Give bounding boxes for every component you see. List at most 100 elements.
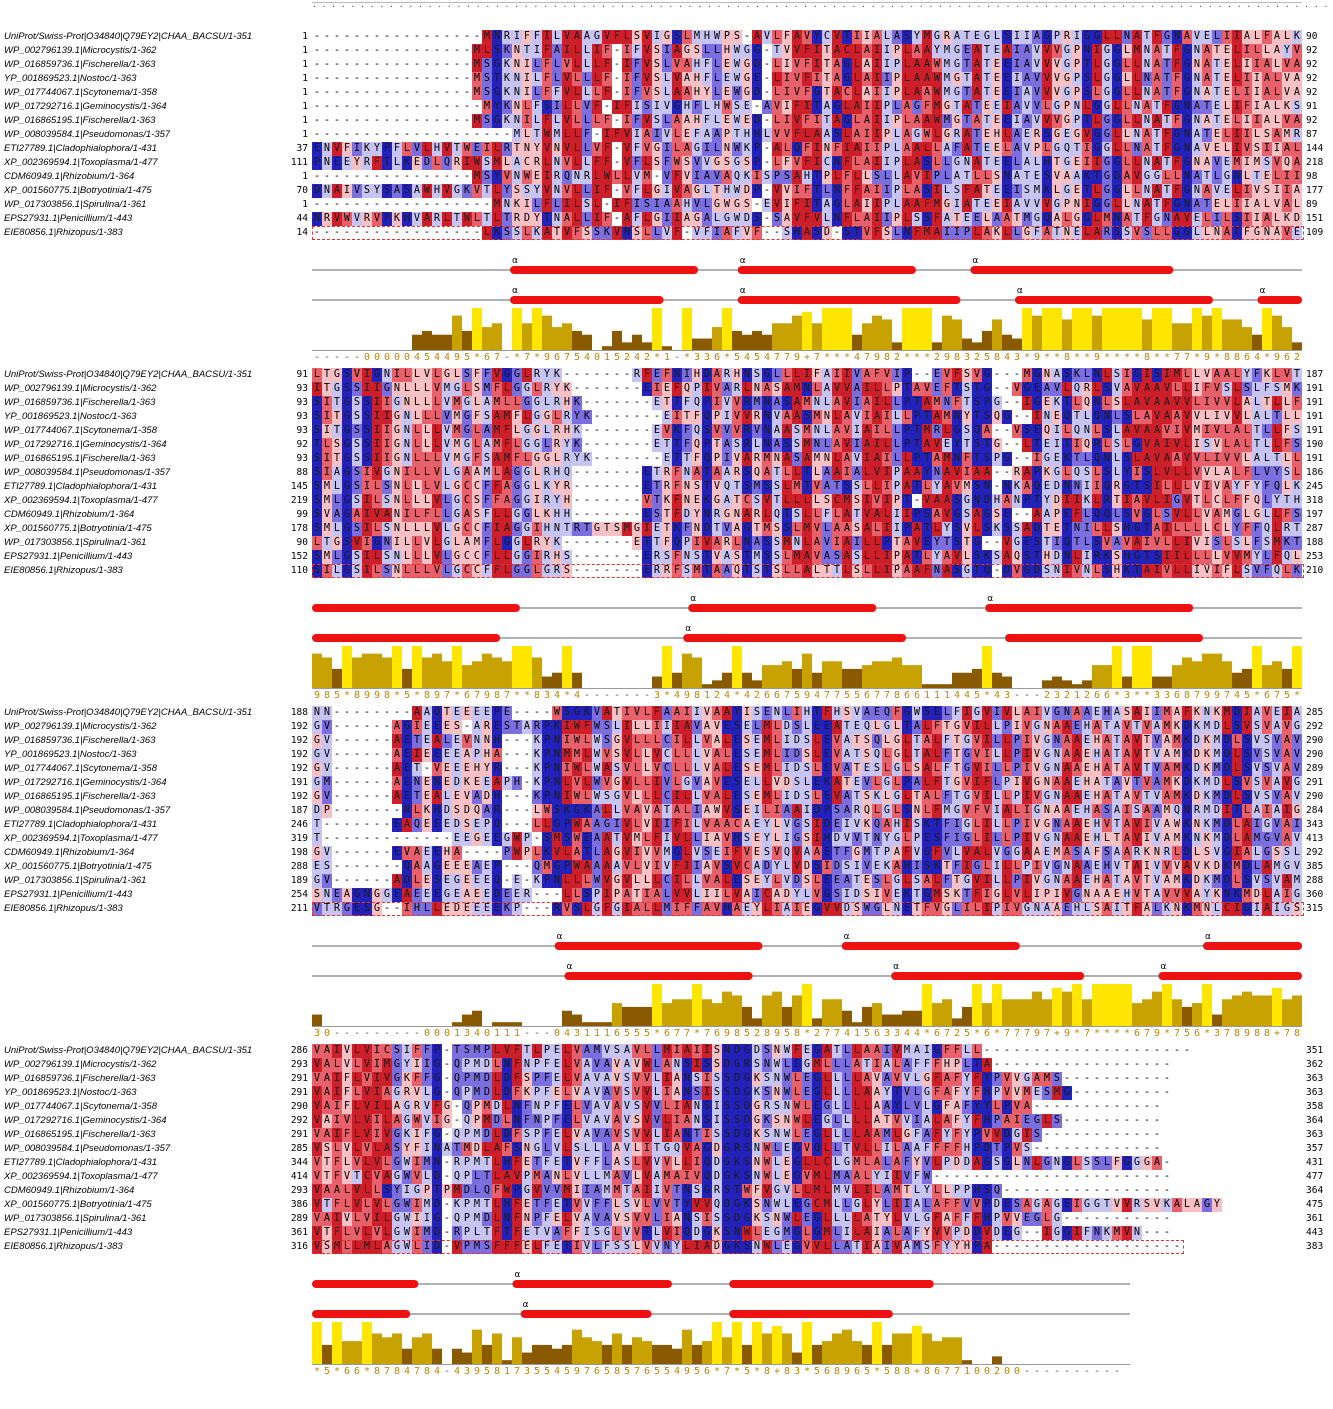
residue-cell[interactable]: L — [1092, 58, 1102, 72]
residue-cell[interactable]: - — [333, 227, 341, 238]
residue-cell[interactable]: I — [782, 734, 792, 748]
residue-cell[interactable]: T — [982, 44, 992, 58]
residue-cell[interactable]: K — [462, 184, 472, 198]
residue-cell[interactable]: - — [443, 87, 451, 98]
residue-cell[interactable]: R — [562, 480, 572, 494]
residue-cell[interactable]: L — [882, 508, 892, 522]
residue-cell[interactable]: F — [952, 706, 962, 720]
residue-cell[interactable]: K — [532, 226, 542, 240]
residue-cell[interactable]: G — [332, 536, 342, 550]
residue-cell[interactable]: M — [1162, 706, 1172, 720]
residue-cell[interactable]: A — [1202, 184, 1212, 198]
residue-cell[interactable]: F — [932, 720, 942, 734]
residue-cell[interactable]: D — [522, 212, 532, 226]
residue-cell[interactable]: C — [1212, 522, 1222, 536]
residue-cell[interactable]: T — [1112, 734, 1122, 748]
residue-cell[interactable]: F — [492, 480, 502, 494]
residue-cell[interactable]: V — [792, 72, 802, 86]
residue-cell[interactable]: - — [1013, 453, 1021, 464]
residue-cell[interactable]: L — [682, 832, 692, 846]
residue-cell[interactable]: E — [652, 368, 662, 382]
residue-cell[interactable]: N — [472, 734, 482, 748]
residue-cell[interactable]: H — [1092, 790, 1102, 804]
residue-cell[interactable]: G — [1152, 212, 1162, 226]
residue-cell[interactable]: - — [763, 157, 771, 168]
residue-cell[interactable]: T — [1142, 550, 1152, 564]
residue-cell[interactable]: E — [862, 874, 872, 888]
residue-cell[interactable]: F — [392, 142, 402, 156]
residue-cell[interactable]: L — [372, 550, 382, 564]
residue-cell[interactable]: V — [1032, 818, 1042, 832]
residue-cell[interactable]: - — [523, 861, 531, 872]
residue-cell[interactable]: Y — [762, 832, 772, 846]
residue-cell[interactable]: S — [602, 734, 612, 748]
residue-cell[interactable]: K — [532, 762, 542, 776]
residue-cell[interactable]: Y — [1272, 494, 1282, 508]
residue-cell[interactable]: W — [572, 860, 582, 874]
residue-cell[interactable]: L — [552, 58, 562, 72]
residue-cell[interactable]: E — [752, 790, 762, 804]
residue-cell[interactable]: L — [642, 734, 652, 748]
residue-cell[interactable]: M — [1232, 156, 1242, 170]
residue-cell[interactable]: R — [452, 156, 462, 170]
residue-cell[interactable]: - — [343, 707, 351, 718]
residue-cell[interactable]: K — [1202, 860, 1212, 874]
residue-cell[interactable]: E — [1082, 790, 1092, 804]
residue-cell[interactable]: G — [1262, 818, 1272, 832]
residue-cell[interactable]: A — [1162, 818, 1172, 832]
residue-cell[interactable]: L — [1292, 466, 1302, 480]
residue-cell[interactable]: F — [482, 550, 492, 564]
residue-cell[interactable]: V — [562, 86, 572, 100]
residue-cell[interactable]: A — [1092, 804, 1102, 818]
residue-cell[interactable]: L — [902, 184, 912, 198]
residue-cell[interactable]: A — [472, 720, 482, 734]
residue-cell[interactable]: S — [752, 564, 762, 578]
residue-cell[interactable]: A — [682, 72, 692, 86]
sequence-name[interactable]: ETI27789.1|Cladophialophora/1-431 — [4, 481, 157, 492]
residue-cell[interactable]: P — [562, 860, 572, 874]
residue-cell[interactable]: L — [402, 536, 412, 550]
residue-cell[interactable]: T — [822, 44, 832, 58]
residue-cell[interactable]: L — [1182, 466, 1192, 480]
residue-cell[interactable]: S — [1122, 508, 1132, 522]
residue-cell[interactable]: V — [1012, 888, 1022, 902]
sequence-name[interactable]: WP_016865195.1|Fischerella/1-363 — [4, 453, 156, 464]
residue-cell[interactable]: L — [1172, 846, 1182, 860]
residue-cell[interactable]: - — [373, 791, 381, 802]
residue-cell[interactable]: S — [562, 564, 572, 578]
residue-cell[interactable]: V — [1272, 832, 1282, 846]
residue-cell[interactable]: M — [752, 396, 762, 410]
residue-cell[interactable]: S — [752, 368, 762, 382]
residue-cell[interactable]: I — [1132, 466, 1142, 480]
residue-cell[interactable]: S — [1282, 466, 1292, 480]
sequence-name[interactable]: XP_001560775.1|Botryotinia/1-475 — [4, 523, 152, 534]
residue-cell[interactable]: E — [992, 198, 1002, 212]
residue-cell[interactable]: V — [462, 734, 472, 748]
residue-cell[interactable]: G — [712, 198, 722, 212]
residue-cell[interactable]: L — [492, 142, 502, 156]
sequence-name[interactable]: WP_017744067.1|Scytonema/1-358 — [4, 425, 157, 436]
residue-cell[interactable]: V — [442, 142, 452, 156]
residue-cell[interactable]: M — [932, 100, 942, 114]
residue-cell[interactable]: N — [402, 396, 412, 410]
residue-cell[interactable]: - — [333, 45, 341, 56]
residue-cell[interactable]: T — [982, 72, 992, 86]
residue-cell[interactable]: Y — [492, 170, 502, 184]
residue-cell[interactable]: L — [1272, 72, 1282, 86]
residue-cell[interactable]: L — [1232, 114, 1242, 128]
residue-cell[interactable]: M — [1212, 748, 1222, 762]
residue-cell[interactable]: L — [582, 58, 592, 72]
residue-cell[interactable]: S — [562, 706, 572, 720]
residue-cell[interactable]: S — [762, 170, 772, 184]
residue-cell[interactable]: Y — [542, 536, 552, 550]
residue-cell[interactable]: L — [872, 382, 882, 396]
residue-cell[interactable]: H — [732, 368, 742, 382]
sequence-name[interactable]: UniProt/Swiss-Prot|O34840|Q79EY2|CHAA_BA… — [4, 369, 253, 380]
residue-cell[interactable]: Q — [862, 720, 872, 734]
residue-cell[interactable]: G — [442, 888, 452, 902]
residue-cell[interactable]: F — [1242, 494, 1252, 508]
residue-cell[interactable]: L — [1122, 58, 1132, 72]
residue-cell[interactable]: - — [603, 551, 611, 562]
residue-cell[interactable]: I — [912, 860, 922, 874]
residue-cell[interactable]: - — [603, 383, 611, 394]
